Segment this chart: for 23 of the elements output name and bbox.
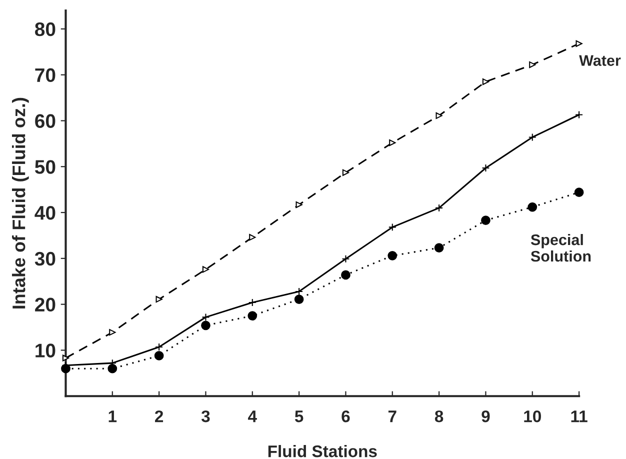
y-tick-label: 30 [34,252,56,266]
x-tick-label: 8 [434,410,444,422]
x-tick-label: 1 [108,410,117,422]
x-tick-label: 4 [248,410,257,422]
y-tick-label: 60 [35,114,56,128]
y-tick-label: 70 [35,68,56,82]
y-axis-title: Intake of Fluid (Fluid oz.) [12,98,29,308]
x-tick-label: 10 [524,410,541,422]
x-tick-label: 7 [388,410,396,422]
series-label: Special Solution [530,234,591,262]
y-tick-label: 50 [34,160,56,174]
x-tick-label: 5 [294,410,304,422]
y-tick-label: 80 [35,22,56,36]
x-tick-label: 3 [201,410,210,422]
y-tick-label: 10 [36,344,56,358]
series-label: Water [579,55,621,66]
x-tick-label: 9 [482,410,490,422]
x-tick-label: 2 [155,410,164,422]
y-tick-label: 40 [34,206,56,220]
x-axis-title: Fluid Stations [268,444,377,458]
x-tick-label: 6 [342,410,350,422]
y-tick-label: 20 [35,298,56,312]
x-tick-label: 11 [571,410,588,422]
